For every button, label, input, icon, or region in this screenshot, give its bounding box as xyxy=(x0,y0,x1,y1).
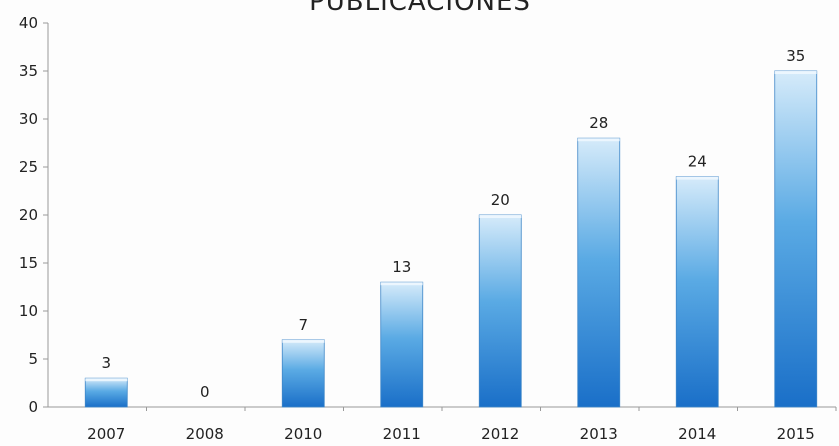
bar xyxy=(84,377,128,408)
bar-top-cap xyxy=(282,339,325,343)
x-tick-label: 2008 xyxy=(186,425,224,443)
x-tick-label: 2012 xyxy=(481,425,519,443)
x-tick-label: 2010 xyxy=(284,425,322,443)
y-tick-label: 0 xyxy=(28,398,38,416)
data-label: 0 xyxy=(200,383,210,401)
y-tick-label: 5 xyxy=(28,350,38,368)
bar xyxy=(774,70,818,408)
y-tick-label: 30 xyxy=(19,110,38,128)
bar xyxy=(281,339,325,408)
bar-top-cap xyxy=(85,378,128,382)
bar xyxy=(380,281,424,408)
x-tick-label: 2013 xyxy=(580,425,618,443)
data-label: 24 xyxy=(688,153,707,171)
bar-top-cap xyxy=(676,176,719,180)
bar-top-cap xyxy=(774,71,817,74)
chart-title: PUBLICACIONES xyxy=(309,0,531,17)
y-tick-label: 40 xyxy=(19,14,38,32)
y-tick-label: 25 xyxy=(19,158,38,176)
x-tick-label: 2007 xyxy=(87,425,125,443)
x-tick-label: 2015 xyxy=(777,425,815,443)
bar-top-cap xyxy=(479,215,522,218)
data-label: 35 xyxy=(786,47,805,65)
bar-top-cap xyxy=(380,282,423,286)
y-tick-label: 15 xyxy=(19,254,38,272)
bar xyxy=(478,214,522,408)
y-tick-label: 10 xyxy=(19,302,38,320)
x-tick-label: 2014 xyxy=(678,425,716,443)
x-tick-label: 2011 xyxy=(383,425,421,443)
bar-top-cap xyxy=(577,138,620,142)
bar xyxy=(675,176,719,408)
y-tick-label: 20 xyxy=(19,206,38,224)
data-label: 20 xyxy=(491,191,510,209)
y-tick-label: 35 xyxy=(19,62,38,80)
data-label: 7 xyxy=(298,316,308,334)
data-label: 28 xyxy=(589,114,608,132)
data-label: 13 xyxy=(392,258,411,276)
bar xyxy=(577,137,621,408)
data-label: 3 xyxy=(101,354,111,372)
